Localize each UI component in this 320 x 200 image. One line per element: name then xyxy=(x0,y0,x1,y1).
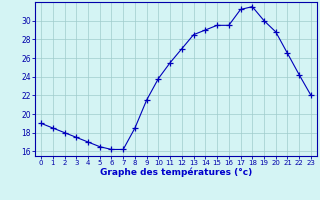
X-axis label: Graphe des températures (°c): Graphe des températures (°c) xyxy=(100,168,252,177)
